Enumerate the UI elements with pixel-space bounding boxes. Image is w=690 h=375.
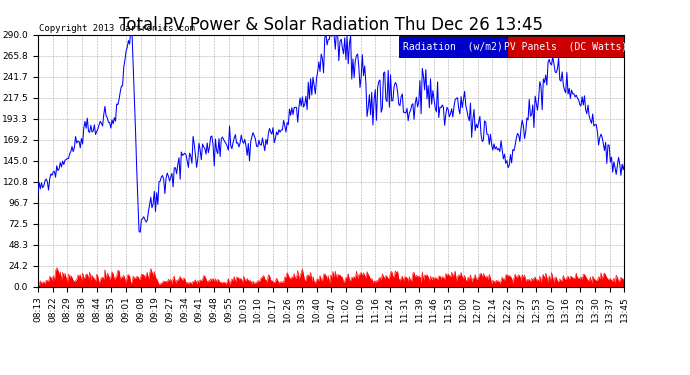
Text: PV Panels  (DC Watts): PV Panels (DC Watts)	[504, 42, 627, 51]
Title: Total PV Power & Solar Radiation Thu Dec 26 13:45: Total PV Power & Solar Radiation Thu Dec…	[119, 16, 543, 34]
FancyBboxPatch shape	[399, 36, 507, 57]
FancyBboxPatch shape	[507, 36, 624, 57]
Text: Copyright 2013 Cartronics.com: Copyright 2013 Cartronics.com	[39, 24, 195, 33]
Text: Radiation  (w/m2): Radiation (w/m2)	[403, 42, 503, 51]
